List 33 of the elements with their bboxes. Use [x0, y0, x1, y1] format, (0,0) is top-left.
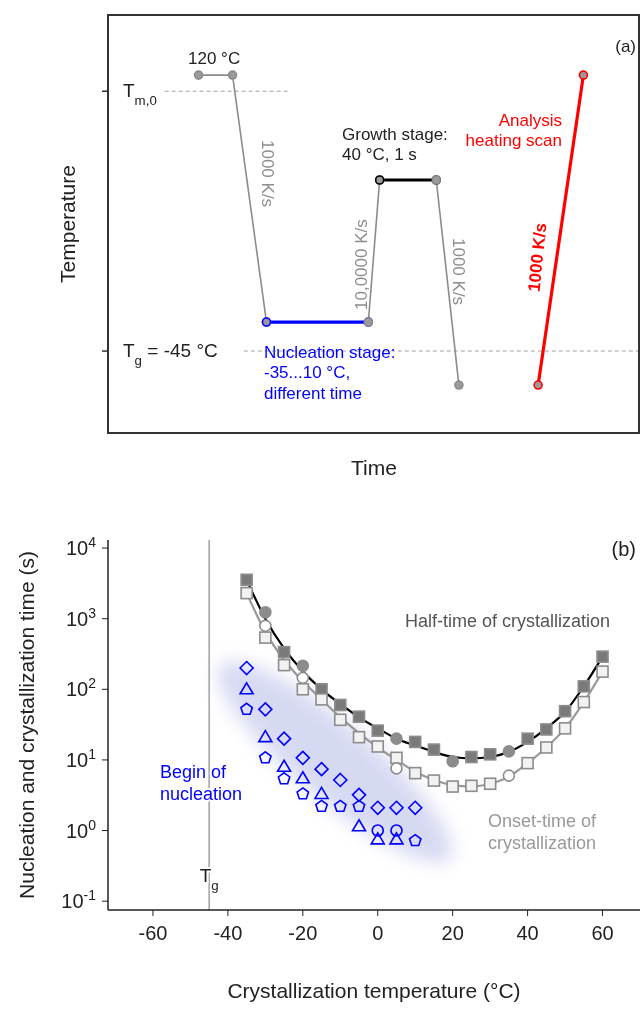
x-axis-title: Time — [351, 456, 397, 479]
x-tick-label: 40 — [516, 922, 539, 945]
x-tick-label: -20 — [288, 922, 318, 945]
y-tick-label: 10$^{2}$ — [65, 675, 97, 701]
y-tick-label: 10$^{4}$ — [65, 534, 97, 560]
x-tick-label: -40 — [213, 922, 243, 945]
text: (a) — [615, 37, 636, 56]
annotation: 1000 K/s — [258, 140, 277, 208]
annotation: Nucleation stage: -35...10 °C, different time — [264, 343, 396, 403]
y-tick-label: 10$^{-1}$ — [61, 887, 97, 913]
y-axis-title: Nucleation and crystallization time (s) — [15, 551, 38, 899]
x-tick-label: 20 — [441, 922, 464, 945]
ref-line-label: T$_{g}$ — [199, 865, 219, 893]
annotation: Onset-time of crystallization — [488, 811, 598, 853]
annotation: Half-time of crystallization — [405, 611, 611, 631]
annotation: 1000 K/s — [449, 238, 468, 306]
x-tick-label: 0 — [372, 922, 384, 945]
annotation: Growth stage: 40 °C, 1 s — [342, 125, 448, 165]
x-tick-label: 60 — [591, 922, 614, 945]
annotation: 10,0000 K/s — [352, 219, 371, 310]
y-tick-label: 10$^{1}$ — [65, 745, 97, 771]
x-axis-title: Crystallization temperature (°C) — [227, 979, 521, 1002]
x-tick-label: -60 — [138, 922, 168, 945]
annotation: 1000 K/s — [524, 222, 551, 293]
y-axis-title: Temperature — [56, 165, 79, 283]
annotation: Begin of nucleation — [160, 762, 243, 804]
y-tick-label: 10$^{0}$ — [65, 816, 97, 842]
ref-line-label: T$_{m,0}$ — [123, 80, 157, 108]
annotation: Analysis heating scan — [465, 111, 562, 151]
text: 120 °C — [188, 49, 241, 68]
y-tick-label: 10$^{3}$ — [65, 604, 97, 630]
annotation: (b) — [611, 538, 636, 560]
annotation: T$_{g}$ = -45 °C — [123, 340, 218, 368]
